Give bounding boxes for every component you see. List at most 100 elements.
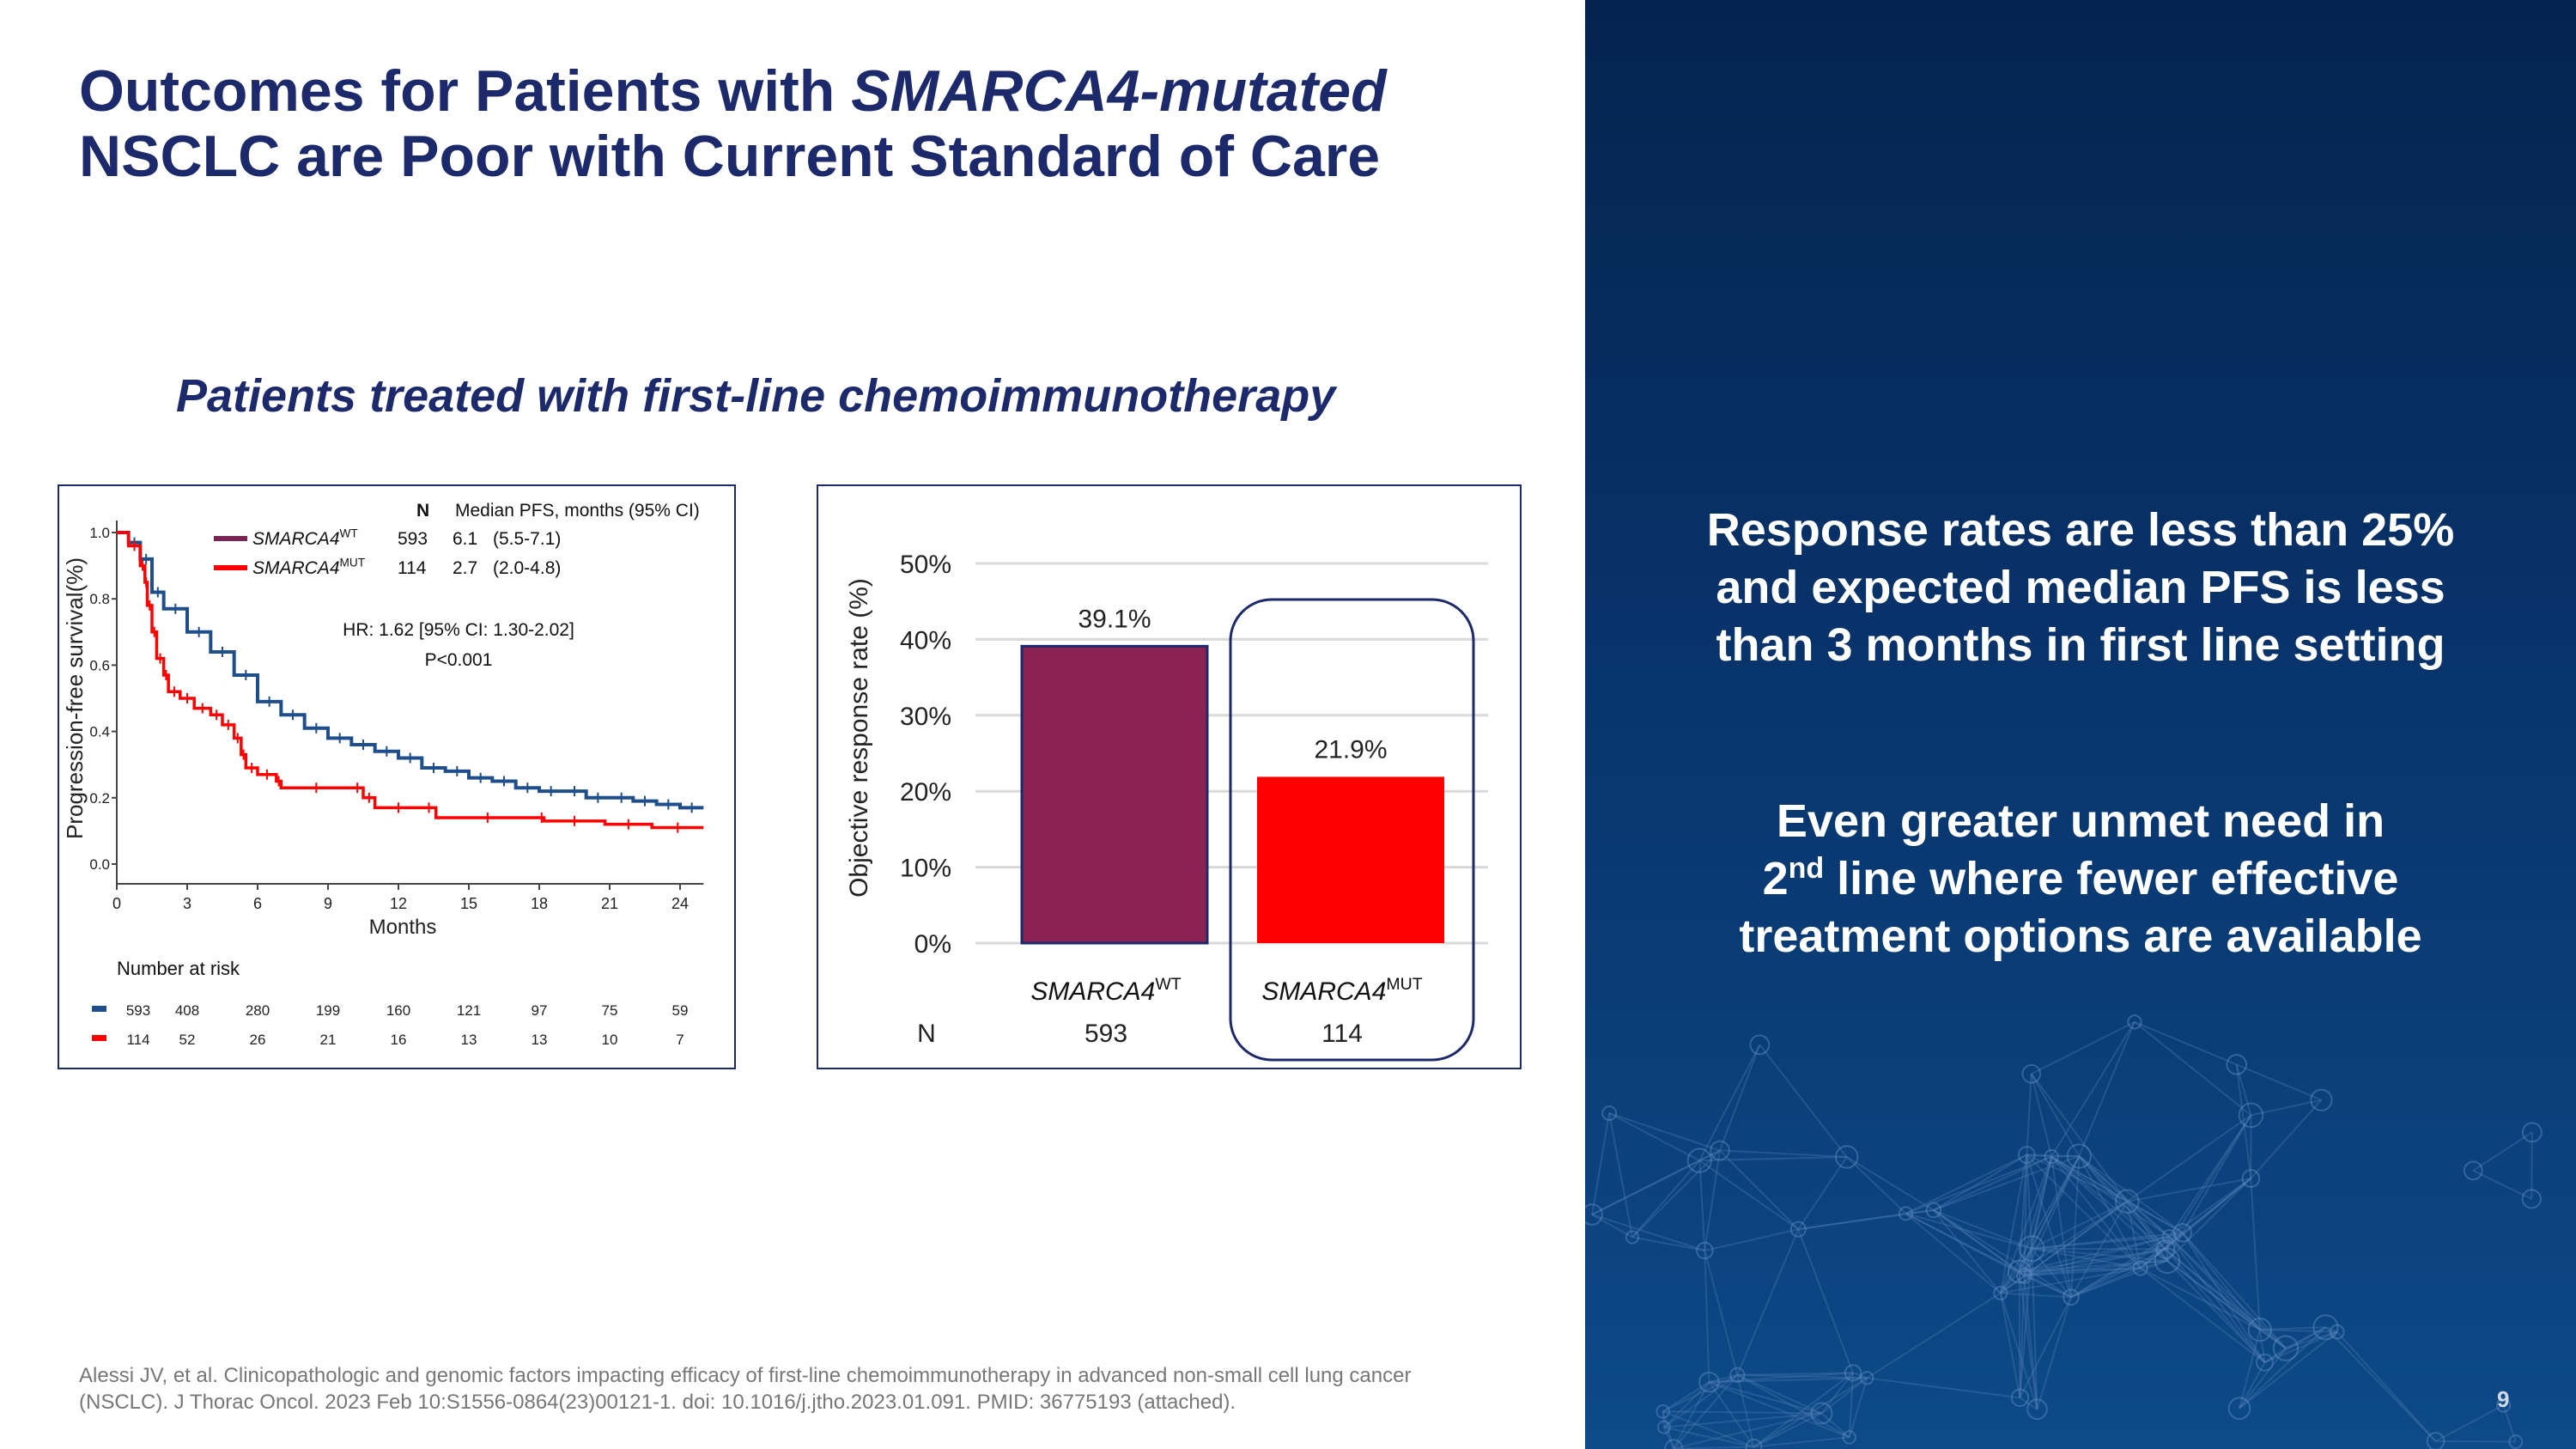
legend-header-n: N bbox=[416, 501, 429, 521]
network-node bbox=[2018, 1235, 2045, 1263]
network-line bbox=[2019, 1267, 2141, 1273]
network-line bbox=[2258, 1329, 2266, 1363]
network-node bbox=[2044, 1148, 2059, 1165]
network-line bbox=[1631, 1149, 1721, 1239]
network-line bbox=[2134, 1020, 2238, 1066]
y-tick-label: 20% bbox=[900, 778, 951, 807]
network-line bbox=[1736, 1373, 1822, 1415]
network-line bbox=[2023, 1155, 2081, 1276]
network-line bbox=[2324, 1326, 2437, 1442]
network-node bbox=[2521, 1189, 2542, 1209]
network-line bbox=[2264, 1330, 2338, 1364]
network-line bbox=[1797, 1156, 1848, 1230]
network-line bbox=[2182, 1178, 2251, 1233]
network-node bbox=[2310, 1088, 2333, 1111]
network-line bbox=[2024, 1248, 2166, 1277]
network-node bbox=[2227, 1397, 2251, 1420]
network-line bbox=[1704, 1228, 1799, 1251]
legend-header-median: Median PFS, months (95% CI) bbox=[455, 501, 700, 521]
ordinal-sup: nd bbox=[1788, 852, 1825, 885]
network-node bbox=[1686, 1148, 1712, 1173]
network-line bbox=[1709, 1381, 1822, 1415]
network-node bbox=[2226, 1054, 2247, 1075]
panel-line-rest: line where fewer effective bbox=[1824, 853, 2399, 904]
network-line bbox=[2024, 1275, 2072, 1299]
x-tick-label: 9 bbox=[324, 895, 332, 912]
network-line bbox=[2050, 1155, 2142, 1269]
y-tick-label: 0% bbox=[914, 930, 951, 959]
network-line bbox=[1737, 1373, 1868, 1379]
y-tick-label: 0.4 bbox=[89, 724, 110, 740]
network-line bbox=[1753, 1377, 1868, 1448]
network-line bbox=[1867, 1377, 2020, 1399]
network-line bbox=[1708, 1381, 1755, 1448]
y-tick-label: 50% bbox=[900, 551, 951, 579]
risk-value: 280 bbox=[246, 1002, 270, 1019]
network-line bbox=[2168, 1236, 2261, 1330]
network-line bbox=[1753, 1412, 1822, 1448]
risk-value: 160 bbox=[386, 1002, 410, 1019]
network-line bbox=[2078, 1155, 2128, 1202]
network-line bbox=[1698, 1160, 1706, 1251]
network-line bbox=[2023, 1248, 2033, 1276]
y-tick-label: 40% bbox=[900, 626, 951, 654]
network-line bbox=[2182, 1232, 2287, 1349]
network-line bbox=[1820, 1377, 1868, 1415]
network-line bbox=[1662, 1381, 1710, 1413]
network-line bbox=[2285, 1326, 2326, 1349]
network-node bbox=[2010, 1388, 2030, 1408]
network-line bbox=[2031, 1156, 2053, 1249]
network-line bbox=[1933, 1209, 2002, 1294]
panel-line: 2nd line where fewer effective bbox=[1585, 850, 2576, 908]
network-line bbox=[1704, 1250, 1739, 1376]
network-line bbox=[2070, 1232, 2184, 1299]
network-line bbox=[1933, 1209, 2020, 1273]
risk-value: 97 bbox=[532, 1002, 548, 1019]
network-line bbox=[2000, 1292, 2071, 1299]
network-line bbox=[2165, 1236, 2171, 1250]
network-line bbox=[2126, 1201, 2142, 1269]
network-line bbox=[2000, 1275, 2026, 1294]
network-line bbox=[1905, 1213, 2002, 1294]
panel-line: than 3 months in first line setting bbox=[1716, 619, 2445, 671]
network-line bbox=[2050, 1156, 2072, 1298]
title-line2: NSCLC are Poor with Current Standard of … bbox=[79, 124, 1381, 189]
network-line bbox=[1663, 1412, 1822, 1428]
network-line bbox=[2019, 1235, 2170, 1273]
risk-row-swatch bbox=[92, 1035, 106, 1041]
bar-mut bbox=[1257, 776, 1444, 943]
network-node bbox=[2495, 1397, 2512, 1413]
y-axis-label: Objective response rate (%) bbox=[845, 578, 873, 898]
risk-value: 199 bbox=[316, 1002, 340, 1019]
y-tick-label: 1.0 bbox=[89, 525, 110, 541]
legend-ci: (2.0-4.8) bbox=[493, 558, 561, 578]
network-line bbox=[2026, 1154, 2080, 1157]
network-node bbox=[2114, 1189, 2140, 1215]
footnote-line: Alessi JV, et al. Clinicopathologic and … bbox=[79, 1364, 1412, 1387]
network-line bbox=[2036, 1296, 2072, 1410]
network-line bbox=[1591, 1160, 1700, 1215]
network-line bbox=[1673, 1412, 1822, 1449]
title-italic: SMARCA4-mutated bbox=[851, 58, 1387, 124]
network-line bbox=[1608, 1112, 1721, 1152]
number-at-risk-title: Number at risk bbox=[117, 958, 240, 979]
network-line bbox=[1663, 1426, 1754, 1448]
bar-chart: 0% 10% 20% 30% 40% 50% Objective response rate… bbox=[817, 484, 1522, 1069]
network-line bbox=[1719, 1044, 1761, 1151]
network-node bbox=[1844, 1364, 1862, 1382]
network-line bbox=[2472, 1131, 2533, 1172]
network-line bbox=[2166, 1260, 2261, 1330]
title-line1: Outcomes for Patients with bbox=[79, 58, 852, 124]
network-line bbox=[2019, 1248, 2033, 1398]
network-line bbox=[2236, 1063, 2322, 1101]
network-line bbox=[1608, 1112, 1700, 1162]
legend-median: 6.1 bbox=[453, 529, 477, 549]
y-axis-label: Progression-free survival(%) bbox=[62, 557, 88, 839]
network-line bbox=[2078, 1155, 2168, 1262]
network-node bbox=[2063, 1288, 2080, 1306]
network-line bbox=[2070, 1235, 2170, 1299]
network-line bbox=[2026, 1154, 2142, 1269]
km-plot: 0.0 0.2 0.4 0.6 0.8 1.0 0 3 6 9 12 15 18 21 24 Months Pr… bbox=[62, 501, 704, 1048]
risk-value: 408 bbox=[175, 1002, 199, 1019]
network-pattern bbox=[1585, 1014, 2543, 1449]
